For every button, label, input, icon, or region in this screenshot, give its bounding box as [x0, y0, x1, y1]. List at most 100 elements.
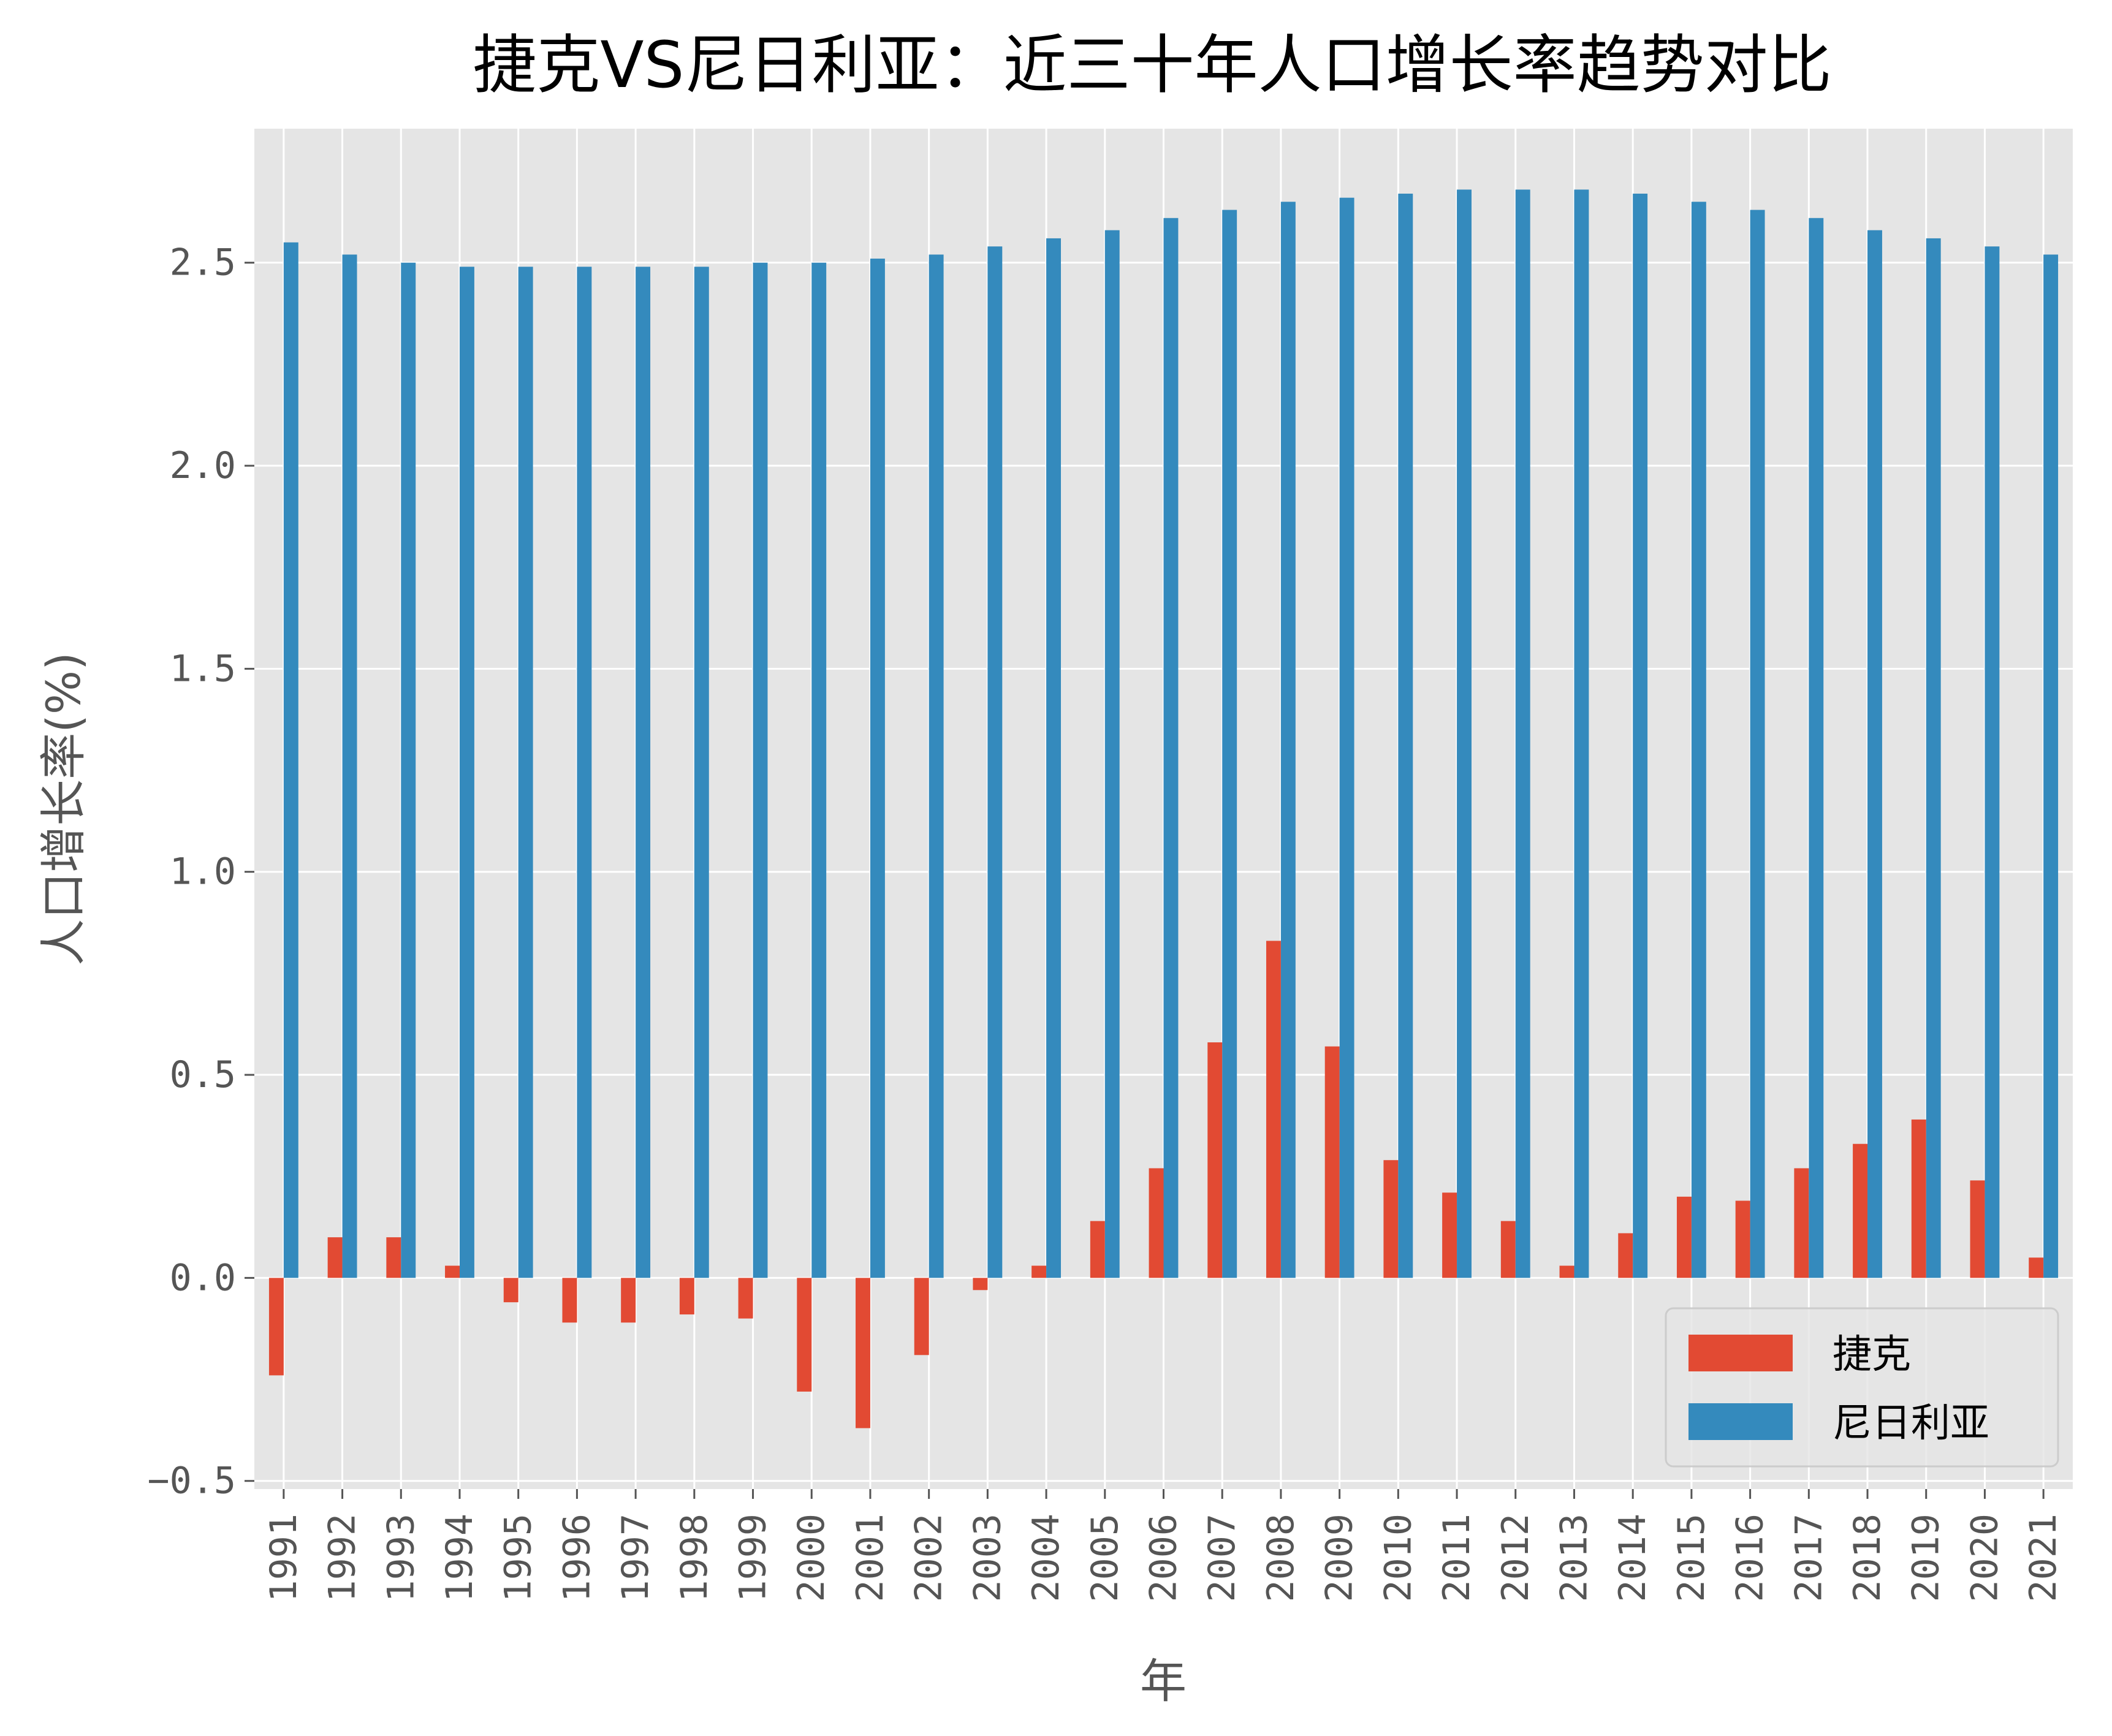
bar-nigeria — [1104, 230, 1120, 1278]
bar-nigeria — [987, 246, 1003, 1278]
y-tick-label: 0.0 — [170, 1256, 236, 1299]
bar-nigeria — [1691, 202, 1706, 1278]
x-tick-label: 2013 — [1552, 1514, 1595, 1602]
x-tick-label: 2004 — [1025, 1514, 1068, 1602]
bar-nigeria — [2043, 254, 2059, 1278]
y-tick-label: 2.5 — [170, 241, 236, 284]
bar-czech — [1324, 1046, 1340, 1278]
bar-nigeria — [636, 267, 651, 1278]
bars — [268, 189, 2059, 1428]
bar-czech — [562, 1278, 577, 1323]
bar-czech — [1559, 1265, 1575, 1278]
x-tick-label: 2011 — [1435, 1514, 1478, 1602]
bar-czech — [1500, 1221, 1516, 1278]
x-tick-label: 2002 — [908, 1514, 951, 1602]
x-tick-label: 2021 — [2022, 1514, 2065, 1602]
x-tick-label: 2008 — [1259, 1514, 1302, 1602]
bar-czech — [268, 1278, 284, 1376]
bar-nigeria — [1163, 218, 1179, 1278]
x-tick-label: 2006 — [1142, 1514, 1185, 1602]
x-tick-label: 1993 — [379, 1514, 422, 1602]
bar-nigeria — [1809, 218, 1824, 1278]
y-tick-label: 1.0 — [170, 851, 236, 893]
bar-czech — [1090, 1221, 1105, 1278]
bar-czech — [1149, 1168, 1164, 1278]
bar-nigeria — [870, 259, 885, 1278]
bar-czech — [1266, 941, 1281, 1278]
x-tick-label: 1994 — [438, 1514, 481, 1602]
x-tick-label: 2007 — [1201, 1514, 1244, 1602]
bar-nigeria — [1515, 189, 1530, 1278]
bar-nigeria — [1046, 238, 1062, 1278]
bar-czech — [1031, 1265, 1047, 1278]
x-tick-label: 1992 — [321, 1514, 364, 1602]
bar-czech — [503, 1278, 519, 1303]
x-axis-label: 年 — [1140, 1654, 1187, 1708]
bar-czech — [621, 1278, 636, 1323]
x-tick-label: 1998 — [673, 1514, 716, 1602]
bar-czech — [1853, 1143, 1868, 1278]
bar-nigeria — [1867, 230, 1882, 1278]
bar-nigeria — [1574, 189, 1589, 1278]
bar-nigeria — [401, 262, 416, 1278]
x-tick-label: 2009 — [1318, 1514, 1361, 1602]
bar-czech — [856, 1278, 870, 1428]
y-tick-label: 2.0 — [170, 444, 236, 487]
bar-nigeria — [283, 242, 298, 1278]
bar-nigeria — [518, 267, 533, 1278]
x-tick-label: 2000 — [790, 1514, 833, 1602]
bar-nigeria — [1985, 246, 2000, 1278]
x-tick-label: 2016 — [1729, 1514, 1772, 1602]
bar-nigeria — [1222, 210, 1237, 1278]
x-tick-label: 2018 — [1846, 1514, 1889, 1602]
legend-swatch-czech — [1688, 1335, 1793, 1371]
bar-czech — [1970, 1180, 1985, 1278]
x-axis-ticks: 1991 1992 1993 1994 1995 1996 1997 1998 1999 2000… — [262, 1489, 2065, 1602]
bar-nigeria — [1926, 238, 1941, 1278]
x-tick-label: 2010 — [1377, 1514, 1419, 1602]
bar-nigeria — [1457, 189, 1472, 1278]
legend-label-nigeria: 尼日利亚 — [1833, 1401, 1989, 1446]
bar-czech — [1911, 1119, 1926, 1278]
x-tick-label: 1999 — [732, 1514, 775, 1602]
bar-czech — [738, 1278, 753, 1319]
bar-czech — [1442, 1192, 1457, 1278]
bar-czech — [1383, 1160, 1399, 1278]
bar-nigeria — [1280, 202, 1296, 1278]
x-tick-label: 1996 — [555, 1514, 598, 1602]
x-tick-label: 2001 — [849, 1514, 892, 1602]
bar-nigeria — [1633, 194, 1648, 1278]
legend-swatch-nigeria — [1688, 1403, 1793, 1440]
x-tick-label: 2020 — [1963, 1514, 2006, 1602]
y-tick-label: 1.5 — [170, 647, 236, 690]
bar-czech — [386, 1237, 401, 1278]
bar-czech — [973, 1278, 988, 1291]
bar-czech — [445, 1265, 460, 1278]
bar-nigeria — [342, 254, 357, 1278]
y-axis-ticks: −0.5 0.0 0.5 1.0 1.5 2.0 2.5 — [148, 241, 254, 1503]
bar-czech — [2029, 1257, 2044, 1278]
x-tick-label: 2003 — [966, 1514, 1009, 1602]
bar-czech — [327, 1237, 343, 1278]
x-tick-label: 1997 — [614, 1514, 657, 1602]
bar-czech — [797, 1278, 812, 1392]
x-tick-label: 2019 — [1905, 1514, 1948, 1602]
x-tick-label: 2014 — [1611, 1514, 1654, 1602]
x-tick-label: 1995 — [497, 1514, 540, 1602]
bar-nigeria — [1750, 210, 1765, 1278]
bar-nigeria — [753, 262, 768, 1278]
bar-nigeria — [694, 267, 709, 1278]
bar-czech — [1735, 1200, 1750, 1278]
bar-nigeria — [929, 254, 944, 1278]
bar-czech — [1794, 1168, 1809, 1278]
x-tick-label: 1991 — [262, 1514, 305, 1602]
bar-nigeria — [1339, 197, 1354, 1278]
y-tick-label: −0.5 — [148, 1460, 237, 1503]
y-axis-label: 人口增长率(%) — [36, 652, 91, 966]
y-tick-label: 0.5 — [170, 1053, 236, 1096]
bar-czech — [1618, 1233, 1633, 1278]
legend: 捷克 尼日利亚 — [1665, 1307, 2059, 1468]
bar-czech — [914, 1278, 929, 1355]
bar-nigeria — [577, 267, 592, 1278]
x-tick-label: 2012 — [1494, 1514, 1537, 1602]
